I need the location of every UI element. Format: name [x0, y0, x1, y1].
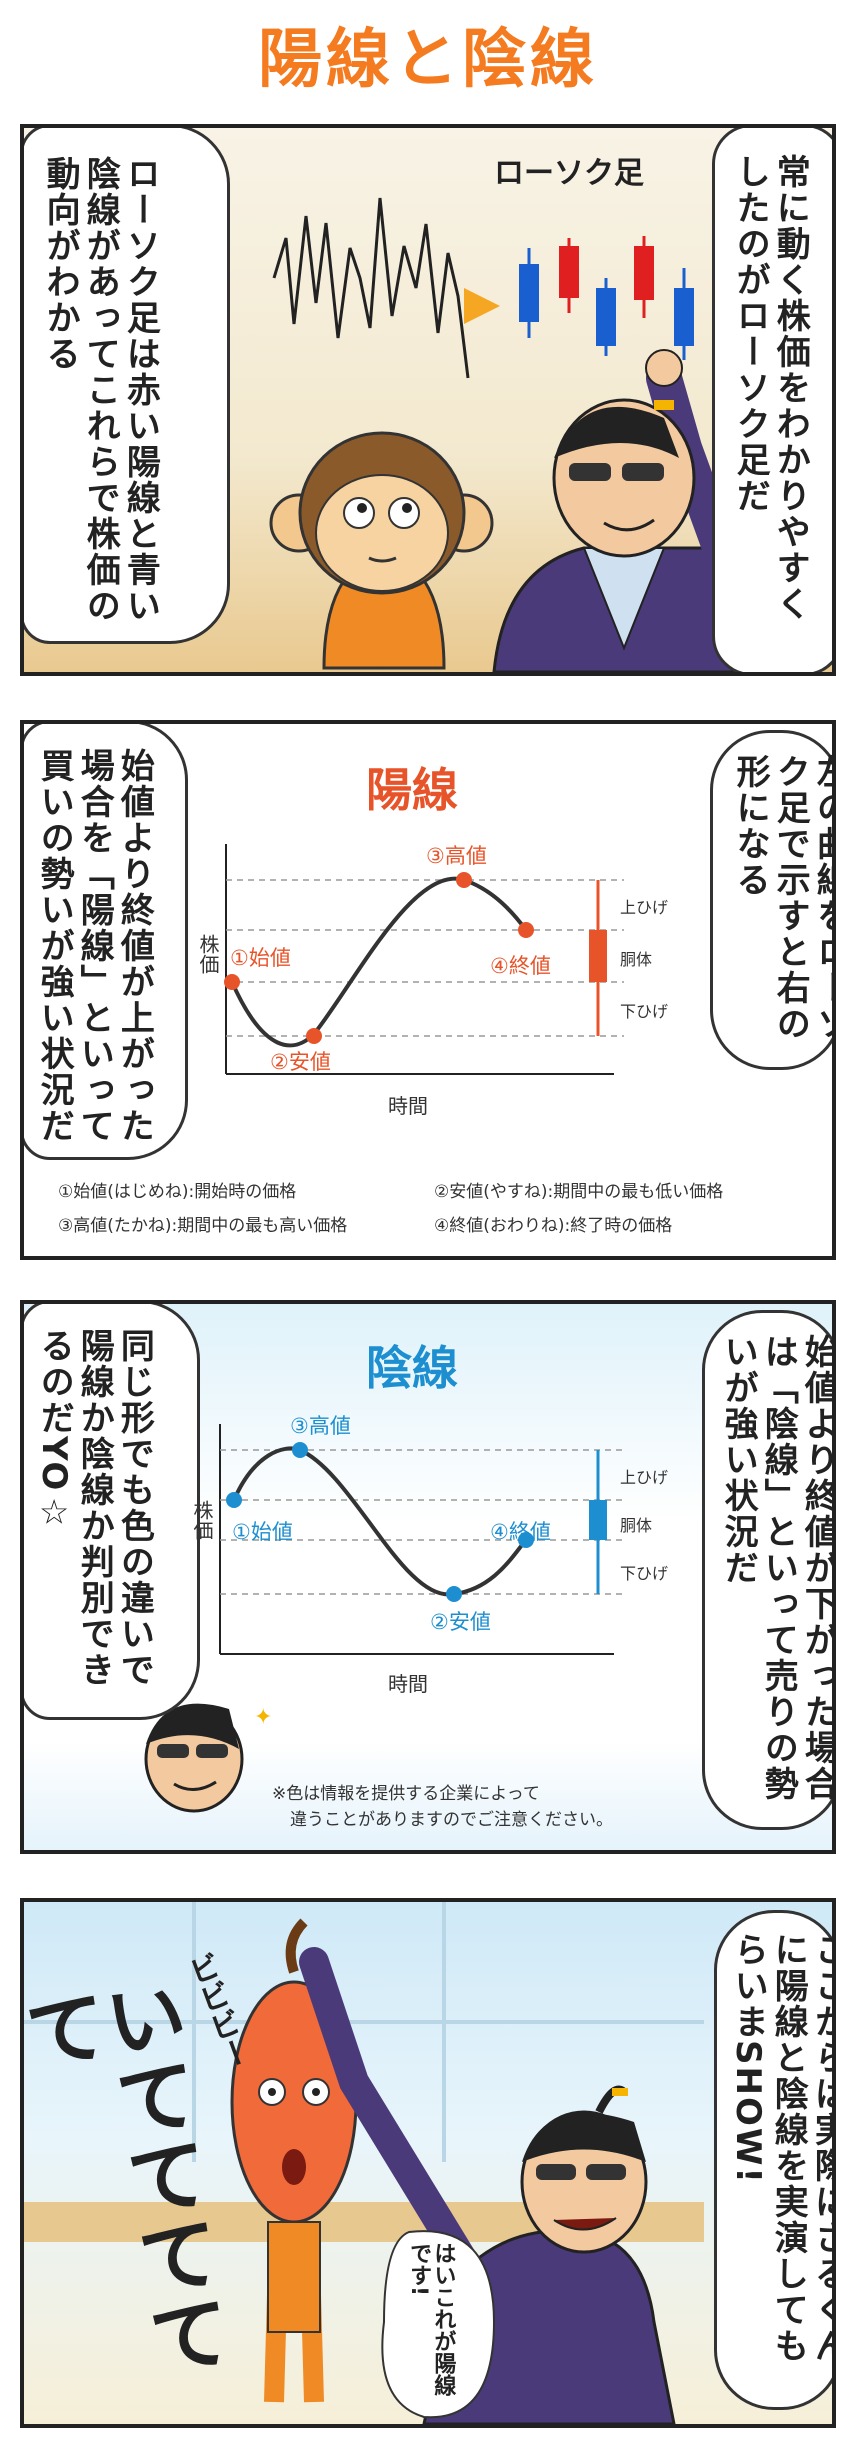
speech-bubble-left — [24, 724, 188, 1160]
speech-bubble-right — [710, 730, 832, 1070]
y-axis-label: 株価 — [196, 934, 220, 974]
x-axis-label: 時間 — [388, 1672, 428, 1696]
speech-bubble-right — [712, 128, 832, 672]
speech-text-small: はいこれが陽線です! — [406, 2242, 456, 2396]
panel-4-art — [24, 1902, 704, 2424]
low-point — [306, 1028, 322, 1044]
sparkle-icon: ✦ — [254, 1705, 272, 1730]
window-frame — [24, 1902, 704, 2162]
speech-text-left: 始値より終値が上がった場合を「陽線」といって買いの勢いが強い状況だ — [34, 748, 155, 1144]
yin-chart: ✦ — [144, 1424, 624, 1813]
legend-close: ④終値(おわりね):終了時の価格 — [434, 1216, 673, 1236]
speech-bubble-left — [24, 1304, 200, 1720]
close-label: ④終値 — [490, 954, 551, 978]
y-axis-label: 株価 — [190, 1500, 214, 1540]
open-label: ①始値 — [230, 946, 291, 970]
chart-title: 陰線 — [366, 1341, 458, 1395]
price-zigzag-line — [272, 197, 470, 379]
legend-open: ①始値(はじめね):開始時の価格 — [58, 1182, 297, 1202]
monkey-character — [269, 431, 494, 670]
close-point — [518, 1532, 534, 1548]
close-label: ④終値 — [490, 1520, 551, 1544]
chart-title: 陽線 — [366, 763, 458, 817]
speech-text-right: ここからは実際にさるくんに陽線と陰線を実演してもらいまSHOW! — [728, 1932, 836, 2364]
comic-panel-1: 常に動く株価をわかりやすくしたのがローソク足だ ローソク足は赤い陽線と青い陰線が… — [20, 124, 836, 676]
body-label: 胴体 — [620, 1516, 653, 1535]
low-label: ②安値 — [430, 1610, 491, 1634]
color-note-line-2: 違うことがありますのでご注意ください。 — [290, 1810, 613, 1830]
low-label: ②安値 — [270, 1050, 331, 1074]
price-curve — [230, 876, 528, 1048]
lower-shadow-label: 下ひげ — [620, 1002, 669, 1021]
high-label: ③高値 — [290, 1414, 351, 1438]
open-label: ①始値 — [232, 1520, 293, 1544]
candlestick-group — [519, 236, 694, 360]
speech-bubble-right — [714, 1910, 832, 2410]
candle-body — [589, 930, 607, 982]
x-axis-label: 時間 — [388, 1094, 428, 1118]
price-curve — [232, 1446, 528, 1597]
lower-shadow-label: 下ひげ — [620, 1564, 669, 1583]
open-point — [224, 974, 240, 990]
speech-text-left: ローソク足は赤い陽線と青い陰線があってこれらで株価の動向がわかる — [40, 156, 161, 624]
sunglasses-man-character — [299, 1947, 676, 2424]
high-label: ③高値 — [426, 844, 487, 868]
speech-text-right: 左の曲線をローソク足で示すと右の形になる — [730, 754, 836, 1042]
yang-chart — [224, 844, 624, 1075]
upper-shadow-label: 上ひげ — [620, 898, 669, 917]
body-label: 胴体 — [620, 950, 653, 969]
candle-body — [589, 1500, 607, 1540]
low-point — [446, 1586, 462, 1602]
comic-panel-3: ✦ 始値より終値が下がった場合は「陰線」といって売りの勢いが強い状況だ 同じ形で… — [20, 1300, 836, 1854]
high-point — [456, 872, 472, 888]
speech-bubble-left — [24, 128, 230, 644]
legend-high: ③高値(たかね):期間中の最も高い価格 — [58, 1216, 348, 1236]
candle-label: ローソク足 — [494, 156, 644, 191]
color-note-line-1: ※色は情報を提供する企業によって — [272, 1784, 540, 1804]
page-title: 陽線と陰線 — [258, 23, 598, 97]
legend-low: ②安値(やすね):期間中の最も低い価格 — [434, 1182, 724, 1202]
speech-text-right: 始値より終値が下がった場合は「陰線」といって売りの勢いが強い状況だ — [718, 1334, 836, 1802]
comic-panel-4: ここからは実際にさるくんに陽線と陰線を実演してもらいまSHOW! いててててて … — [20, 1898, 836, 2428]
close-point — [518, 922, 534, 938]
speech-bubble-small — [381, 2230, 496, 2419]
arrow-right-icon — [464, 288, 500, 324]
open-point — [226, 1492, 242, 1508]
high-point — [292, 1442, 308, 1458]
upper-shadow-label: 上ひげ — [620, 1468, 669, 1487]
comic-panel-2: 左の曲線をローソク足で示すと右の形になる 始値より終値が上がった場合を「陽線」と… — [20, 720, 836, 1260]
speech-text-right: 常に動く株価をわかりやすくしたのがローソク足だ — [730, 154, 811, 622]
speech-text-left: 同じ形でも色の違いで陽線か陰線か判別できるのだYO☆ — [34, 1328, 155, 1688]
speech-bubble-right — [702, 1310, 832, 1830]
